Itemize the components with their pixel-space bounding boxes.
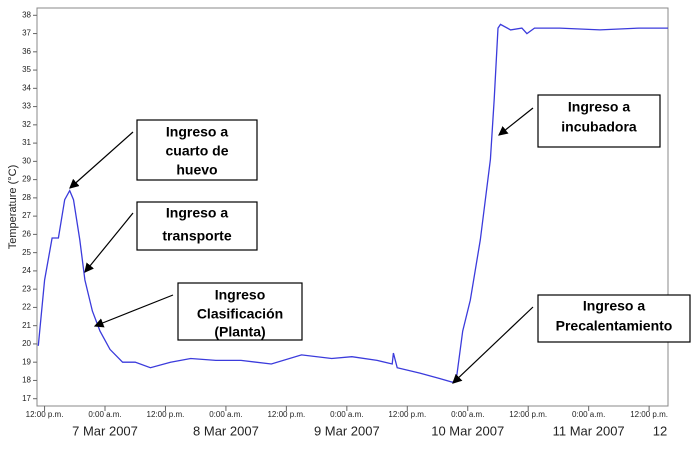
- annotation-text: Ingreso a: [568, 99, 630, 115]
- y-tick-label: 20: [22, 339, 31, 348]
- annotation-arrow: [69, 131, 134, 189]
- annotation-box: [136, 201, 258, 251]
- y-tick-label: 34: [22, 83, 31, 92]
- y-tick-label: 33: [22, 102, 31, 111]
- y-tick-label: 28: [22, 193, 31, 202]
- y-tick-label: 36: [22, 47, 31, 56]
- annotation-arrow: [498, 107, 534, 136]
- y-tick-label: 25: [22, 248, 31, 257]
- annotation-box: [537, 94, 661, 148]
- y-tick-label: 29: [22, 175, 31, 184]
- x-tick-label: 12:00 p.m.: [147, 410, 185, 419]
- y-tick-label: 26: [22, 229, 31, 238]
- annotation-arrow: [452, 306, 534, 384]
- annotation-box: [136, 119, 258, 181]
- x-tick-label: 0:00 a.m.: [451, 410, 484, 419]
- day-label: 8 Mar 2007: [193, 423, 259, 438]
- day-label: 7 Mar 2007: [72, 423, 138, 438]
- y-tick-label: 21: [22, 321, 31, 330]
- y-tick-label: 17: [22, 394, 31, 403]
- y-tick-label: 22: [22, 303, 31, 312]
- annotation-text: Clasificación: [197, 306, 283, 322]
- x-tick-label: 12:00 p.m.: [630, 410, 668, 419]
- annotation-arrow: [84, 212, 134, 273]
- y-tick-label: 27: [22, 211, 31, 220]
- plot-frame: [36, 7, 669, 407]
- annotation-text: Ingreso a: [166, 205, 228, 221]
- day-label: 10 Mar 2007: [431, 423, 504, 438]
- annotation-text: Ingreso a: [166, 124, 228, 140]
- y-tick-label: 18: [22, 376, 31, 385]
- annotation-text: incubadora: [561, 119, 637, 135]
- annotation-text: cuarto de: [165, 143, 228, 159]
- annotation-box: [537, 294, 691, 343]
- y-tick-label: 19: [22, 357, 31, 366]
- day-label: 9 Mar 2007: [314, 423, 380, 438]
- annotation-text: (Planta): [214, 324, 265, 340]
- x-tick-label: 0:00 a.m.: [209, 410, 242, 419]
- day-label: 12: [653, 423, 667, 438]
- annotation-text: transporte: [162, 228, 231, 244]
- annotation-text: Precalentamiento: [556, 318, 673, 334]
- annotation-text: Ingreso a: [583, 298, 645, 314]
- x-tick-label: 12:00 p.m.: [388, 410, 426, 419]
- annotation-box: [177, 282, 303, 341]
- y-tick-label: 35: [22, 65, 31, 74]
- y-tick-label: 37: [22, 29, 31, 38]
- y-tick-label: 38: [22, 10, 31, 19]
- day-label: 11 Mar 2007: [553, 423, 625, 438]
- x-tick-label: 12:00 p.m.: [267, 410, 305, 419]
- y-tick-label: 23: [22, 284, 31, 293]
- y-tick-label: 24: [22, 266, 31, 275]
- annotation-arrow: [93, 294, 174, 328]
- x-tick-label: 0:00 a.m.: [330, 410, 363, 419]
- y-tick-label: 30: [22, 156, 31, 165]
- data-line: [37, 23, 668, 384]
- y-axis-label: Temperature (°C): [7, 165, 19, 249]
- annotation-text: Ingreso: [215, 287, 266, 303]
- x-tick-label: 0:00 a.m.: [572, 410, 605, 419]
- y-tick-label: 31: [22, 138, 31, 147]
- x-tick-label: 12:00 p.m.: [26, 410, 64, 419]
- annotation-text: huevo: [176, 162, 217, 178]
- x-tick-label: 12:00 p.m.: [509, 410, 547, 419]
- x-tick-label: 0:00 a.m.: [88, 410, 121, 419]
- y-tick-label: 32: [22, 120, 31, 129]
